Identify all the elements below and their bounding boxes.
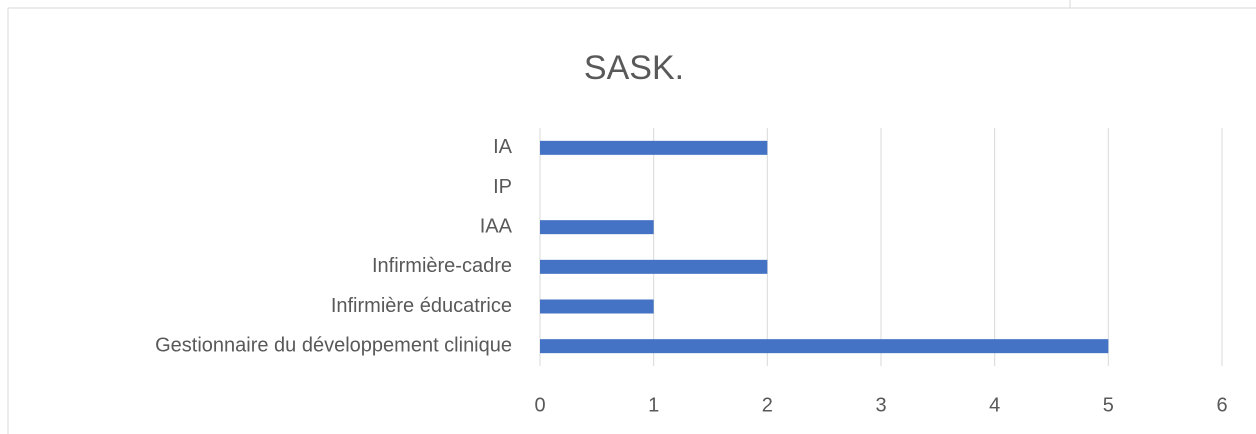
x-tick-label: 5 (1103, 394, 1114, 416)
x-tick-label: 3 (875, 394, 886, 416)
x-tick-label: 1 (648, 394, 659, 416)
x-tick-label: 6 (1216, 394, 1227, 416)
x-tick-label: 4 (989, 394, 1000, 416)
bar (540, 299, 654, 314)
y-tick-label: Infirmière éducatrice (331, 295, 512, 317)
y-tick-label: IAA (480, 215, 513, 237)
y-tick-label: IA (493, 136, 513, 158)
bar (540, 140, 768, 155)
bar (540, 339, 1109, 354)
y-tick-label: IP (493, 176, 512, 198)
bar (540, 220, 654, 235)
y-tick-label: Gestionnaire du développement clinique (155, 334, 512, 356)
x-tick-label: 0 (534, 394, 545, 416)
y-tick-label: Infirmière-cadre (372, 255, 512, 277)
x-tick-label: 2 (762, 394, 773, 416)
chart-title: SASK. (584, 49, 684, 87)
bar (540, 259, 768, 274)
